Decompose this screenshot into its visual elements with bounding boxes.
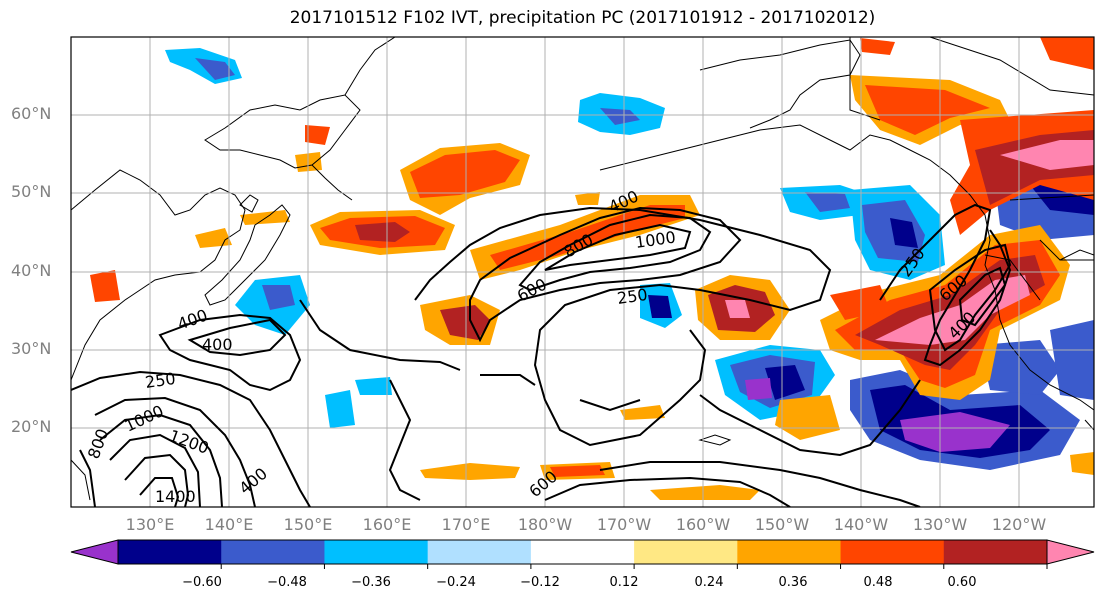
- colorbar-tick-label: 0.24: [694, 575, 724, 590]
- graticule: [71, 37, 1094, 507]
- lat-label-50n: 50°N: [11, 182, 52, 201]
- colorbar-tick-label: −0.48: [267, 575, 307, 590]
- colorbar-tick-label: 0.48: [863, 575, 893, 590]
- lon-label: 140°W: [833, 515, 889, 534]
- colorbar-cell: [737, 540, 842, 564]
- lon-label: 130°W: [912, 515, 968, 534]
- lat-label-40n: 40°N: [11, 261, 52, 280]
- lon-label: 160°W: [675, 515, 731, 534]
- lon-label: 170°W: [596, 515, 652, 534]
- colorbar-tick-label: −0.36: [351, 575, 391, 590]
- lon-label: 160°E: [362, 515, 412, 534]
- lon-label: 140°E: [204, 515, 254, 534]
- lon-label: 130°E: [125, 515, 175, 534]
- colorbar-cell: [118, 540, 222, 564]
- colorbar-cell: [840, 540, 945, 564]
- lon-label: 180°W: [517, 515, 573, 534]
- colorbar: [70, 539, 1095, 569]
- colorbar-cell: [221, 540, 325, 564]
- lat-label-20n: 20°N: [11, 417, 52, 436]
- map-frame: [70, 36, 1095, 508]
- colorbar-extend-high: [1047, 540, 1094, 564]
- negative-precip-anomaly-areas: [165, 48, 1094, 470]
- lon-label: 150°E: [283, 515, 333, 534]
- colorbar-tick-label: −0.12: [520, 575, 560, 590]
- lon-label: 150°W: [754, 515, 810, 534]
- colorbar-extend-low: [71, 540, 118, 564]
- colorbar-cell: [530, 540, 635, 564]
- lon-label: 170°E: [441, 515, 491, 534]
- colorbar-tick-label: 0.60: [947, 575, 977, 590]
- lat-label-30n: 30°N: [11, 339, 52, 358]
- map-title: 2017101512 F102 IVT, precipitation PC (2…: [289, 8, 876, 28]
- colorbar-tick-label: 0.36: [778, 575, 808, 590]
- colorbar-cell: [943, 540, 1048, 564]
- contour-label: 400: [202, 335, 233, 354]
- colorbar-cell: [324, 540, 429, 564]
- map-area: [71, 37, 1094, 507]
- colorbar-cell: [634, 540, 738, 564]
- colorbar-cell: [427, 540, 532, 564]
- colorbar-tick-label: −0.24: [436, 575, 476, 590]
- contour-label: 250: [616, 285, 649, 308]
- lat-label-60n: 60°N: [11, 104, 52, 123]
- colorbar-tick-label: −0.60: [182, 575, 222, 590]
- contour-label: 1400: [155, 487, 196, 506]
- lon-label: 120°W: [991, 515, 1047, 534]
- colorbar-tick-label: 0.12: [609, 575, 639, 590]
- colorbar-cells: [71, 540, 1094, 564]
- contour-label: 250: [144, 369, 177, 392]
- ivt-contours: [71, 203, 1012, 507]
